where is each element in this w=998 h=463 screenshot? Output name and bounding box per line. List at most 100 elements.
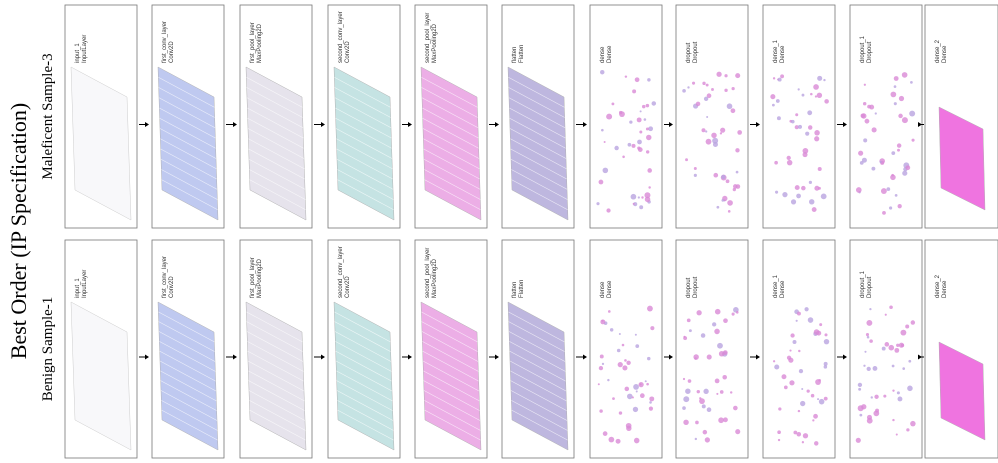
layer-type: Flatten [519,45,525,63]
activation-dot [721,199,724,202]
layer-panel: first_pool_layerMaxPooling2D [240,5,312,228]
activation-dot [781,374,786,379]
activation-dot [897,397,902,402]
activation-dot [718,417,724,423]
layer-info: denseDense [600,280,613,298]
activation-dot [824,339,829,344]
activation-dot [705,437,710,442]
activation-dot [637,140,642,145]
activation-dot [861,114,865,118]
activation-dot [902,367,905,370]
layer-type: MaxPooling2D [432,23,438,63]
layer-info: dropoutDropout [686,41,699,63]
activation-dot [723,417,728,422]
activation-dot [696,310,701,315]
activation-dot [635,334,637,336]
activation-dot [706,116,708,118]
activation-dot [599,180,604,185]
activation-dot [711,88,714,91]
activation-dot [646,383,649,386]
activation-dot [606,114,612,120]
activation-dot [796,194,801,199]
activation-dot [617,349,621,353]
activation-dot [646,104,649,107]
activation-dot [890,92,896,98]
activation-dot [622,344,625,347]
activation-dot [810,93,813,96]
activation-dot [798,350,800,352]
activation-dot [869,339,873,343]
activation-dot [824,397,828,401]
activation-dot [897,391,900,394]
layer-info: flattenFlatten [512,45,525,63]
activation-dot [899,96,904,101]
activation-dot [891,151,895,155]
activation-dot [716,72,721,77]
activation-dot [727,200,733,206]
activation-dot [801,186,806,191]
activation-dot [795,113,798,116]
activation-dot [736,311,739,314]
row-label: Maleficent Sample-3 [40,53,56,179]
figure: Best Order (IP Specification) Maleficent… [0,0,998,463]
activation-dot [687,86,689,88]
activation-dot [778,78,782,82]
activation-dot [622,365,627,370]
activation-dot [629,120,632,123]
activation-dot [787,156,791,160]
activation-dot [871,396,873,398]
activation-dot [778,407,781,410]
activation-dot [867,415,872,420]
activation-dot [688,379,692,383]
panel-border [590,5,662,228]
activation-dot [722,375,727,380]
activation-dot [801,388,803,390]
layer-type: MaxPooling2D [432,258,438,298]
activation-dot [612,397,615,400]
activation-dot [711,133,716,138]
activation-dot [634,438,640,444]
arrow-head [583,355,587,360]
layer-name: first_pool_layer [250,257,256,298]
activation-dot [824,365,828,369]
row-label: Benign Sample-1 [40,297,56,402]
activation-dot [611,102,614,105]
activation-dot [720,128,725,133]
activation-dot [802,94,805,97]
layer-type: Conv2D [169,276,175,298]
activation-dot [897,143,901,147]
activation-dot [715,309,721,315]
activation-dot [619,411,622,414]
layer-panel: second_conv_layerConv2D [328,240,400,458]
activation-dot [638,196,640,198]
activation-dot [712,138,718,144]
activation-dot [724,74,727,77]
activation-dot [707,355,712,360]
layer-name: dense_2 [935,274,941,298]
activation-dot [905,165,910,170]
layer-type: Conv2D [345,41,351,63]
activation-dot [716,393,718,395]
activation-dot [911,320,915,324]
activation-dot [735,429,740,434]
activation-dot [778,439,780,441]
activation-dot [631,194,637,200]
activation-dot [648,126,653,131]
layer-name: flatten [512,47,518,63]
activation-dot [813,84,819,90]
layer-type: Dense [780,45,786,63]
activation-dot [817,93,822,98]
activation-dot [694,167,697,170]
activation-dot [821,193,827,199]
activation-dot [866,320,872,326]
layer-name: second_conv_layer [338,246,344,298]
activation-dot [866,333,869,336]
activation-dot [910,421,915,426]
activation-dot [689,329,692,332]
layer-panel: flattenFlatten [502,5,574,228]
activation-dot [892,419,894,421]
activation-dot [860,161,864,165]
activation-dot [628,143,632,147]
activation-dot [770,94,775,99]
